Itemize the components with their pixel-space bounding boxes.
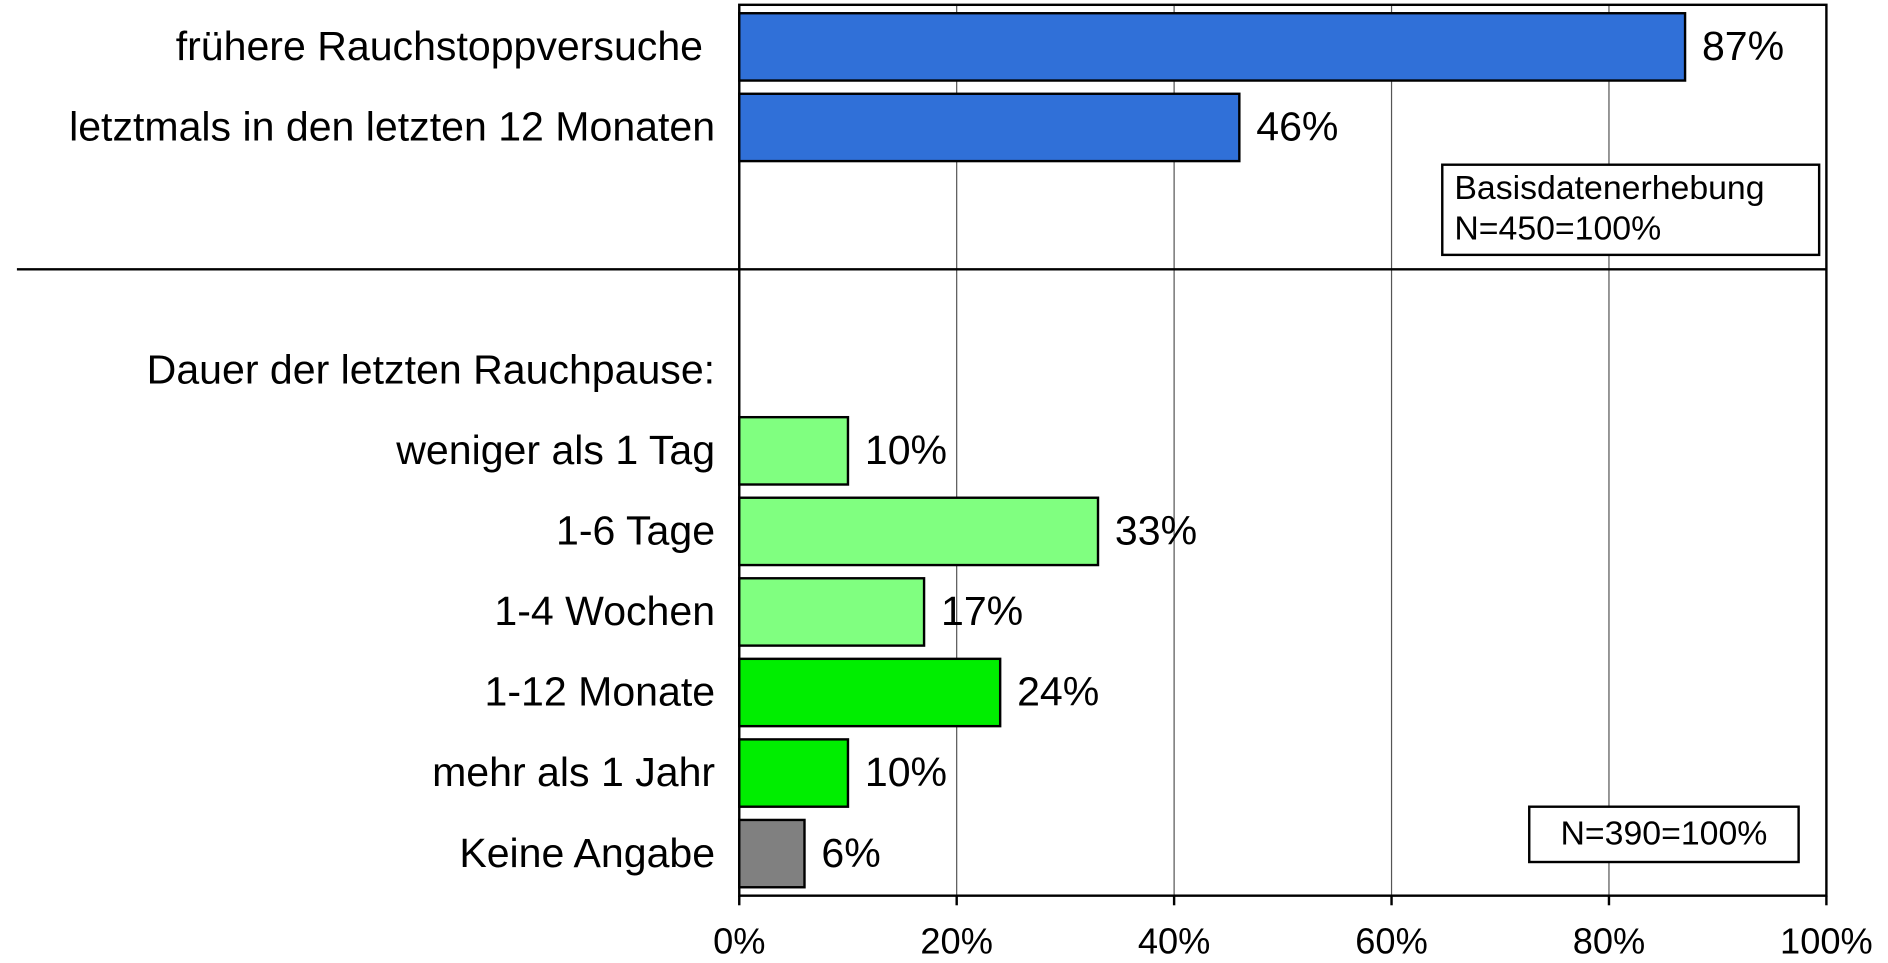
category-label: weniger als 1 Tag [395,427,715,473]
value-label: 33% [1115,508,1197,554]
category-label: 1-4 Wochen [494,588,715,634]
x-tick-label: 60% [1355,920,1428,961]
category-label: 1-6 Tage [556,508,715,554]
x-tick-label: 40% [1138,920,1211,961]
bar [738,738,850,808]
bar [738,92,1241,163]
value-label: 87% [1702,23,1784,69]
value-label: 10% [865,427,947,473]
x-tick-label: 20% [920,920,993,961]
bar [738,12,1687,82]
bar [738,496,1100,567]
x-tick-label: 80% [1573,920,1646,961]
category-label: mehr als 1 Jahr [432,749,715,795]
bar [738,415,850,486]
value-label: 10% [865,749,947,795]
bar [738,657,1002,728]
category-label: 1-12 Monate [485,669,716,715]
x-tick-label: 100% [1780,920,1873,961]
value-label: 24% [1017,669,1099,715]
category-label: Keine Angabe [459,830,715,876]
annotation-text: N=390=100% [1561,815,1768,853]
bar [738,818,806,889]
annotation-box [1441,163,1821,257]
annotation-text: N=450=100% [1454,210,1661,248]
bar [738,577,926,647]
annotation-text: Basisdatenerhebung [1454,169,1764,207]
annotation-box [1528,805,1800,864]
category-label: frühere Rauchstoppversuche [176,23,703,69]
value-label: 17% [941,588,1023,634]
category-label: Dauer der letzten Rauchpause: [147,347,715,393]
value-label: 46% [1256,104,1338,150]
category-label: letztmals in den letzten 12 Monaten [69,104,715,150]
value-label: 6% [821,830,880,876]
x-tick-label: 0% [713,920,765,961]
